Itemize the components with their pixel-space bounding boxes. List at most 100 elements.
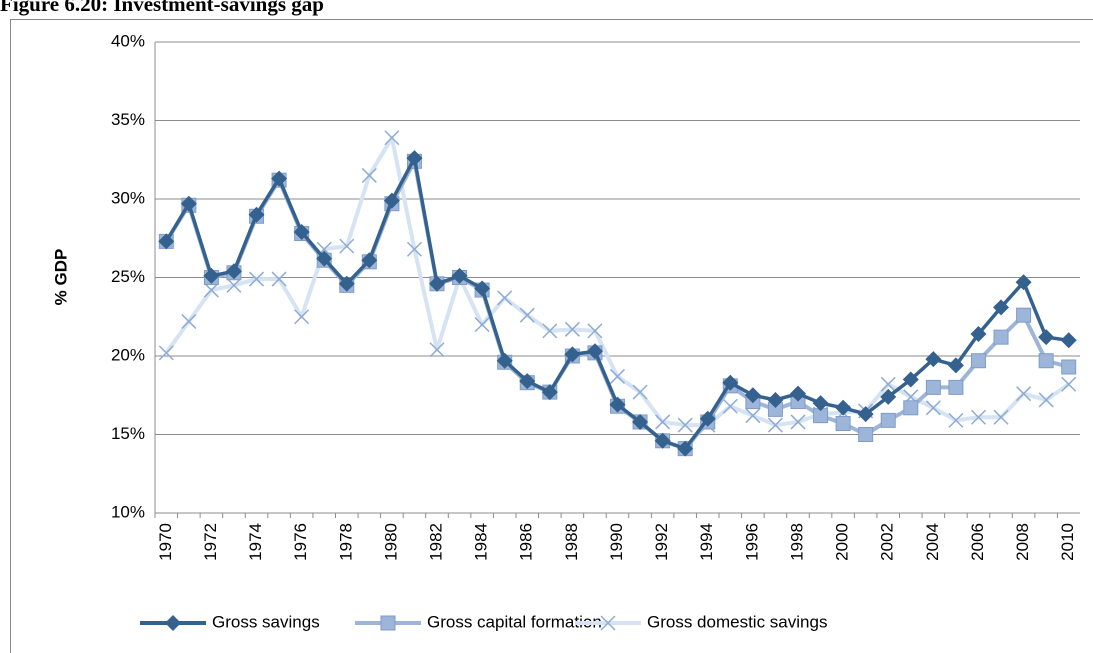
- series-marker: [1038, 329, 1055, 346]
- series-marker: [474, 317, 490, 333]
- x-tick-label: 1990: [607, 523, 626, 561]
- series-marker: [767, 417, 783, 433]
- series-marker: [835, 399, 852, 416]
- series-marker: [767, 391, 784, 408]
- series-marker: [451, 267, 468, 284]
- x-tick-label: 1994: [697, 523, 716, 561]
- x-tick-label: 1996: [742, 523, 761, 561]
- x-tick-label: 1974: [246, 523, 265, 561]
- series-marker: [970, 409, 987, 425]
- series-marker: [722, 374, 739, 391]
- series-marker: [271, 271, 287, 287]
- series-marker: [835, 416, 851, 432]
- x-tick-label: 1998: [787, 523, 806, 561]
- x-tick-label: 1978: [336, 523, 355, 561]
- series-marker: [474, 280, 491, 297]
- y-tick-label: 20%: [111, 345, 145, 364]
- x-tick-label: 1992: [652, 523, 671, 561]
- series-marker: [948, 379, 964, 395]
- series-marker: [226, 277, 242, 293]
- series-marker: [925, 400, 941, 416]
- series-marker: [993, 299, 1010, 316]
- series-marker: [1038, 392, 1054, 408]
- series-marker: [1060, 332, 1077, 349]
- series-marker: [564, 321, 580, 337]
- series-marker: [542, 323, 558, 339]
- series-marker: [790, 414, 806, 430]
- x-tick-label: 1988: [562, 523, 581, 561]
- chart-frame: [10, 19, 1093, 653]
- series-marker: [519, 373, 536, 390]
- series-marker: [203, 267, 220, 284]
- x-tick-label: 2008: [1013, 523, 1032, 561]
- series-marker: [338, 275, 355, 292]
- series-marker: [339, 238, 355, 254]
- series-marker: [1015, 274, 1032, 291]
- series-marker: [880, 388, 897, 405]
- series-marker: [1016, 386, 1032, 402]
- series-marker: [361, 252, 378, 269]
- legend-label: Gross savings: [212, 612, 320, 631]
- series-marker: [1016, 307, 1032, 323]
- series-marker: [812, 395, 829, 412]
- series-marker: [1061, 359, 1077, 375]
- x-tick-label: 1970: [156, 523, 175, 561]
- series-marker: [158, 233, 175, 250]
- x-tick-label: 1980: [381, 523, 400, 561]
- series-marker: [158, 345, 174, 361]
- series-marker: [406, 241, 422, 257]
- series-marker: [406, 150, 423, 167]
- chart-title: Figure 6.20: Investment-savings gap: [0, 0, 324, 16]
- series-marker: [383, 192, 400, 209]
- series-marker: [993, 409, 1009, 425]
- series-marker: [677, 440, 694, 457]
- series-marker: [294, 309, 310, 325]
- series-marker: [429, 275, 446, 292]
- series-marker: [902, 371, 919, 388]
- x-tick-label: 1982: [426, 523, 445, 561]
- x-tick-label: 2002: [878, 523, 897, 561]
- series-marker: [654, 432, 671, 449]
- series-marker: [361, 167, 377, 183]
- legend-marker: [380, 615, 396, 631]
- series-marker: [203, 282, 219, 298]
- series-marker: [903, 400, 919, 416]
- series-marker: [248, 271, 265, 287]
- y-axis-title: % GDP: [51, 249, 70, 306]
- series-marker: [497, 290, 513, 306]
- series-marker: [225, 263, 242, 280]
- series-marker: [880, 376, 896, 392]
- x-tick-label: 1984: [472, 523, 491, 561]
- series-marker: [564, 346, 581, 363]
- y-tick-label: 10%: [111, 502, 145, 521]
- y-tick-label: 35%: [111, 110, 145, 129]
- series-marker: [632, 413, 649, 430]
- series-marker: [858, 427, 874, 442]
- series-marker: [970, 326, 987, 343]
- series-marker: [1061, 376, 1077, 392]
- series-marker: [587, 323, 603, 339]
- series-marker: [947, 357, 964, 374]
- x-tick-label: 2010: [1058, 523, 1077, 561]
- series-marker: [316, 250, 333, 267]
- series-marker: [384, 130, 400, 146]
- series-marker: [271, 170, 288, 187]
- series-marker: [925, 351, 942, 368]
- series-marker: [586, 343, 603, 360]
- series-marker: [699, 410, 716, 427]
- series-marker: [880, 412, 896, 428]
- y-tick-label: 25%: [111, 267, 145, 286]
- legend-label: Gross capital formation: [427, 612, 602, 631]
- series-marker: [970, 353, 986, 369]
- series-marker: [248, 206, 265, 223]
- x-tick-label: 1986: [517, 523, 536, 561]
- series-marker: [925, 379, 941, 395]
- series-marker: [609, 396, 626, 413]
- x-tick-label: 1976: [291, 523, 310, 561]
- series-marker: [609, 368, 626, 384]
- series-marker: [744, 387, 761, 404]
- legend-marker: [600, 615, 616, 631]
- x-tick-label: 2004: [923, 523, 942, 561]
- series-marker: [677, 417, 693, 433]
